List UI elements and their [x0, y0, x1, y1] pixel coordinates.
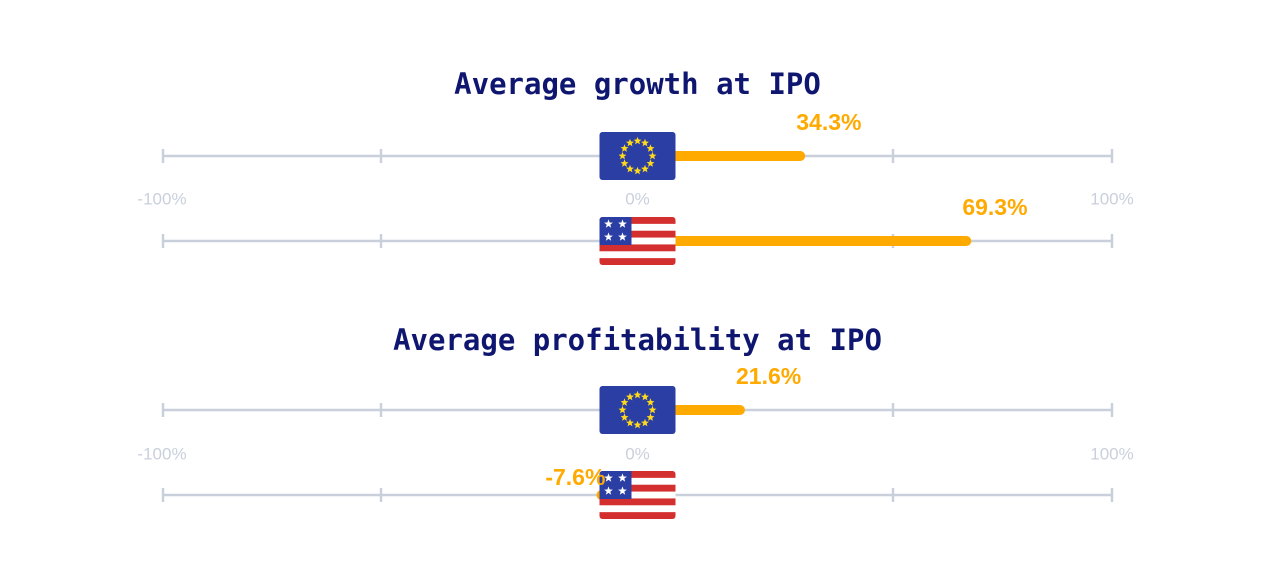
us-canton — [599, 217, 632, 245]
us-stripe — [599, 223, 676, 232]
eu-star-icon — [620, 159, 629, 167]
eu-star-icon — [626, 138, 634, 147]
us-flag-body — [599, 217, 676, 265]
us-star-icon — [604, 232, 613, 241]
us-stripe — [599, 237, 676, 245]
chart-title: Average profitability at IPO — [393, 323, 882, 357]
eu-star-icon — [633, 420, 642, 429]
eu-star-icon — [618, 405, 627, 414]
eu-flag-background — [599, 386, 676, 434]
eu-star-icon — [618, 151, 627, 160]
us-stripe — [599, 505, 676, 513]
eu-flag-icon — [599, 132, 676, 180]
eu-flag-icon — [599, 386, 676, 434]
eu-flag-background — [599, 132, 676, 180]
eu-star-icon — [641, 418, 649, 427]
us-stripe — [599, 244, 676, 252]
eu-star-icon — [646, 144, 655, 152]
eu-star-icon — [641, 164, 649, 173]
chart-panel-2: Average profitability at IPO 21.6% -7.6% -1… — [137, 323, 1134, 519]
eu-star-icon — [641, 392, 649, 401]
eu-star-icon — [646, 413, 655, 421]
us-canton — [599, 471, 632, 499]
eu-star-icon — [626, 164, 634, 173]
bar-row-eu: 34.3% — [161, 109, 1114, 180]
chart-title: Average growth at IPO — [454, 67, 821, 101]
data-label: 21.6% — [736, 363, 801, 389]
us-star-icon — [618, 219, 627, 228]
bar-row-eu: 21.6% — [161, 363, 1114, 434]
eu-star-icon — [648, 151, 657, 160]
bar-row-us: -7.6% — [161, 464, 1114, 519]
tick-label: 0% — [625, 444, 650, 463]
tick-label: -100% — [137, 189, 186, 208]
eu-star-icon — [633, 136, 642, 145]
eu-star-icon — [641, 138, 649, 147]
tick-label: 0% — [625, 189, 650, 208]
us-stripe — [599, 477, 676, 486]
eu-star-icon — [646, 398, 655, 406]
us-stripe — [599, 251, 676, 259]
us-star-icon — [604, 219, 613, 228]
chart-panel-1: Average growth at IPO 34.3% 69.3% -100% 0% 10… — [137, 67, 1134, 265]
eu-star-icon — [626, 392, 634, 401]
us-star-icon — [618, 232, 627, 241]
us-stripe — [599, 484, 676, 493]
tick-label: 100% — [1090, 189, 1133, 208]
eu-star-icon — [620, 144, 629, 152]
us-stripe — [599, 471, 676, 479]
us-flag-body — [599, 471, 676, 519]
us-stripe — [599, 258, 676, 265]
data-label: -7.6% — [545, 464, 605, 490]
us-stripe — [599, 498, 676, 506]
tick-label: -100% — [137, 444, 186, 463]
us-star-icon — [618, 473, 627, 482]
bar-row-us: 69.3% — [161, 194, 1114, 265]
us-stripe — [599, 230, 676, 239]
us-star-icon — [604, 473, 613, 482]
us-stripe — [599, 217, 676, 225]
us-stripe — [599, 491, 676, 499]
eu-star-icon — [620, 413, 629, 421]
eu-star-icon — [633, 166, 642, 175]
us-stripe — [599, 512, 676, 519]
eu-star-icon — [626, 418, 634, 427]
us-star-icon — [604, 486, 613, 495]
eu-star-icon — [620, 398, 629, 406]
data-label: 34.3% — [796, 109, 861, 135]
eu-star-icon — [633, 390, 642, 399]
us-flag-icon — [599, 217, 676, 265]
tick-label: 100% — [1090, 444, 1133, 463]
us-star-icon — [618, 486, 627, 495]
eu-star-icon — [648, 405, 657, 414]
eu-star-icon — [646, 159, 655, 167]
data-label: 69.3% — [962, 194, 1027, 220]
us-flag-icon — [599, 471, 676, 519]
